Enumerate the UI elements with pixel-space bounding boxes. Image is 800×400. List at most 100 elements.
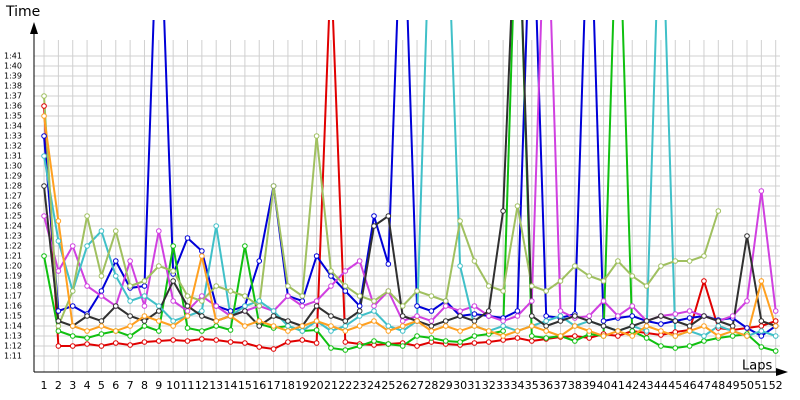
lap-marker xyxy=(98,293,105,299)
lap-marker xyxy=(586,328,592,334)
lap-marker xyxy=(69,243,76,249)
lap-marker xyxy=(500,328,506,334)
lap-marker xyxy=(184,235,191,241)
y-tick-label: 1:33 xyxy=(4,132,22,141)
lap-marker xyxy=(629,333,636,339)
y-tick-label: 1:24 xyxy=(4,222,22,231)
y-tick-label: 1:27 xyxy=(4,192,22,201)
lap-marker xyxy=(371,308,377,314)
lap-marker xyxy=(184,313,191,319)
lap-marker xyxy=(586,318,592,324)
lap-marker xyxy=(170,243,176,249)
lap-marker xyxy=(672,311,679,317)
lap-marker xyxy=(242,308,248,314)
lap-marker xyxy=(141,283,148,289)
lap-marker xyxy=(299,303,306,309)
lap-marker xyxy=(156,338,162,344)
lap-marker xyxy=(112,258,119,264)
lap-marker xyxy=(84,341,90,347)
lap-marker xyxy=(112,340,119,346)
lap-marker xyxy=(629,313,636,319)
lap-marker xyxy=(529,333,535,339)
lap-marker xyxy=(615,333,621,339)
x-tick-label: 15 xyxy=(238,379,252,392)
lap-marker xyxy=(242,323,248,329)
lap-marker xyxy=(313,133,320,139)
lap-marker xyxy=(629,303,636,309)
lap-marker xyxy=(385,288,392,294)
lap-marker xyxy=(313,253,320,259)
lap-marker xyxy=(457,218,463,224)
lap-marker xyxy=(299,337,306,343)
lap-marker xyxy=(701,333,707,339)
lap-marker xyxy=(55,308,62,314)
lap-marker xyxy=(572,263,578,269)
lap-marker xyxy=(342,328,349,334)
lap-marker xyxy=(772,348,779,354)
lap-marker xyxy=(69,323,76,329)
lap-marker xyxy=(170,323,176,329)
lap-marker xyxy=(371,303,377,309)
lap-marker xyxy=(313,318,320,324)
lap-marker xyxy=(371,318,377,324)
lap-marker xyxy=(256,318,263,324)
x-tick-label: 8 xyxy=(141,379,148,392)
lap-marker xyxy=(471,311,478,317)
lap-marker xyxy=(342,339,349,345)
lap-marker xyxy=(84,243,90,249)
lap-marker xyxy=(471,333,478,339)
y-tick-label: 1:14 xyxy=(4,322,22,331)
x-tick-label: 38 xyxy=(568,379,582,392)
series-line xyxy=(43,20,777,338)
lap-marker xyxy=(227,339,234,345)
tick-labels: 1:111:121:131:141:151:161:171:181:191:20… xyxy=(4,52,783,393)
lap-marker xyxy=(586,273,592,279)
y-tick-label: 1:34 xyxy=(4,122,22,131)
lap-marker xyxy=(213,303,219,309)
lap-marker xyxy=(399,303,406,309)
lap-marker xyxy=(572,323,578,329)
lap-marker xyxy=(686,323,693,329)
x-tick-label: 34 xyxy=(510,379,524,392)
lap-marker xyxy=(242,340,248,346)
lap-marker xyxy=(270,183,277,189)
x-tick-label: 36 xyxy=(539,379,553,392)
lap-marker xyxy=(744,298,750,304)
y-tick-label: 1:16 xyxy=(4,302,22,311)
y-tick-label: 1:26 xyxy=(4,202,22,211)
lap-marker xyxy=(156,318,162,324)
lap-marker xyxy=(342,268,349,274)
lap-marker xyxy=(457,313,463,319)
lap-marker xyxy=(242,243,248,249)
lap-marker xyxy=(643,328,650,334)
lap-marker xyxy=(356,303,363,309)
lap-marker xyxy=(328,328,334,334)
y-tick-label: 1:37 xyxy=(4,92,22,101)
x-tick-label: 42 xyxy=(625,379,639,392)
lap-marker xyxy=(572,333,578,339)
y-tick-label: 1:15 xyxy=(4,312,22,321)
lap-marker xyxy=(658,343,664,349)
lap-marker xyxy=(399,313,406,319)
lap-marker xyxy=(199,293,205,299)
series-line xyxy=(43,20,777,351)
lap-marker xyxy=(285,339,291,345)
lap-marker xyxy=(213,283,219,289)
lap-marker xyxy=(156,308,162,314)
lap-marker xyxy=(127,283,133,289)
x-tick-label: 19 xyxy=(295,379,309,392)
lap-marker xyxy=(170,268,176,274)
lap-marker xyxy=(758,278,765,284)
x-tick-label: 35 xyxy=(525,379,539,392)
lap-marker xyxy=(270,313,277,319)
x-tick-label: 28 xyxy=(424,379,438,392)
lap-marker xyxy=(328,313,334,319)
y-tick-label: 1:12 xyxy=(4,342,22,351)
lap-marker xyxy=(428,318,435,324)
lap-marker xyxy=(256,298,263,304)
y-tick-label: 1:19 xyxy=(4,272,22,281)
plot-area xyxy=(41,20,779,354)
lap-marker xyxy=(514,203,521,209)
x-tick-label: 12 xyxy=(195,379,209,392)
lap-marker xyxy=(342,318,349,324)
